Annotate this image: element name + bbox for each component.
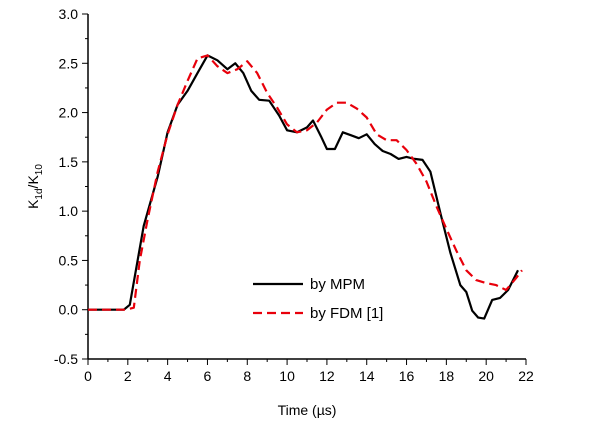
x-tick-label: 16	[399, 368, 415, 384]
x-tick-label: 4	[164, 368, 172, 384]
y-tick-label: 1.5	[59, 154, 79, 170]
y-tick-label: 2.5	[59, 55, 79, 71]
x-axis-title: Time (µs)	[278, 402, 337, 418]
series-line-mpm	[88, 54, 519, 320]
y-tick-label: 3.0	[59, 6, 79, 22]
x-tick-label: 8	[243, 368, 251, 384]
x-tick-label: 12	[319, 368, 335, 384]
x-tick-label: 18	[439, 368, 455, 384]
legend-label: by FDM [1]	[310, 305, 383, 322]
x-tick-label: 10	[279, 368, 295, 384]
y-tick-label: 1.0	[59, 203, 79, 219]
x-tick-label: 6	[204, 368, 212, 384]
x-tick-label: 14	[359, 368, 375, 384]
y-axis-title: K1d/K10	[25, 164, 45, 209]
y-tick-label: -0.5	[54, 351, 78, 367]
y-tick-label: 0.5	[59, 252, 79, 268]
x-tick-label: 20	[478, 368, 494, 384]
x-tick-label: 2	[124, 368, 132, 384]
y-tick-label: 2.0	[59, 105, 79, 121]
x-tick-label: 22	[518, 368, 534, 384]
y-tick-label: 0.0	[59, 302, 79, 318]
series-line-fdm	[88, 54, 523, 311]
legend-label: by MPM	[310, 276, 365, 293]
x-tick-label: 0	[84, 368, 92, 384]
